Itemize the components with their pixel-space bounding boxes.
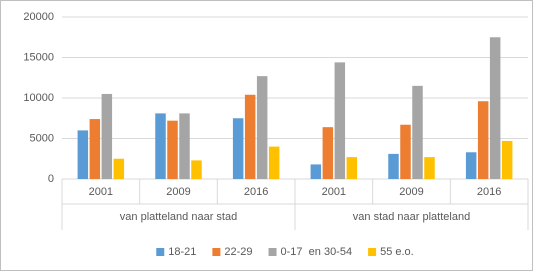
bar — [191, 160, 202, 179]
y-tick-label: 0 — [48, 173, 54, 185]
x-tick-label: 2009 — [166, 186, 190, 198]
legend-label: 55 e.o. — [380, 246, 414, 258]
x-tick-label: 2016 — [244, 186, 268, 198]
legend-swatch — [156, 248, 165, 256]
bar — [400, 124, 411, 179]
bar — [268, 146, 280, 179]
legend-label: 0-17 en 30-54 — [281, 246, 353, 258]
bar — [501, 140, 513, 179]
legend-swatch — [268, 248, 277, 256]
x-tick-label: 2001 — [89, 186, 113, 198]
group-label: van platteland naar stad — [120, 211, 237, 223]
bar — [310, 164, 322, 179]
bar — [346, 157, 358, 179]
bar — [412, 85, 423, 179]
x-tick-label: 2009 — [399, 186, 423, 198]
bar — [244, 94, 256, 179]
bar — [232, 118, 244, 179]
legend-label: 22-29 — [224, 246, 252, 258]
bar — [477, 101, 489, 179]
group-label: van stad naar platteland — [353, 211, 470, 223]
bar — [322, 127, 334, 179]
bar — [77, 130, 89, 179]
bar — [256, 76, 268, 179]
x-tick-label: 2016 — [477, 186, 501, 198]
bar — [113, 158, 125, 179]
bar — [89, 119, 101, 179]
bar — [465, 152, 477, 179]
y-tick-label: 10000 — [23, 92, 54, 104]
legend-label: 18-21 — [168, 246, 196, 258]
bar — [101, 93, 113, 179]
y-tick-label: 20000 — [23, 11, 54, 23]
bar — [155, 113, 166, 179]
y-tick-label: 5000 — [30, 132, 54, 144]
bar — [489, 37, 501, 179]
bar — [388, 153, 399, 179]
legend-swatch — [368, 248, 377, 256]
y-tick-label: 15000 — [23, 51, 54, 63]
bar — [167, 120, 178, 179]
x-tick-label: 2001 — [322, 186, 346, 198]
bar — [334, 62, 346, 179]
bar — [424, 157, 435, 179]
legend-swatch — [212, 248, 221, 256]
bar — [179, 113, 190, 179]
